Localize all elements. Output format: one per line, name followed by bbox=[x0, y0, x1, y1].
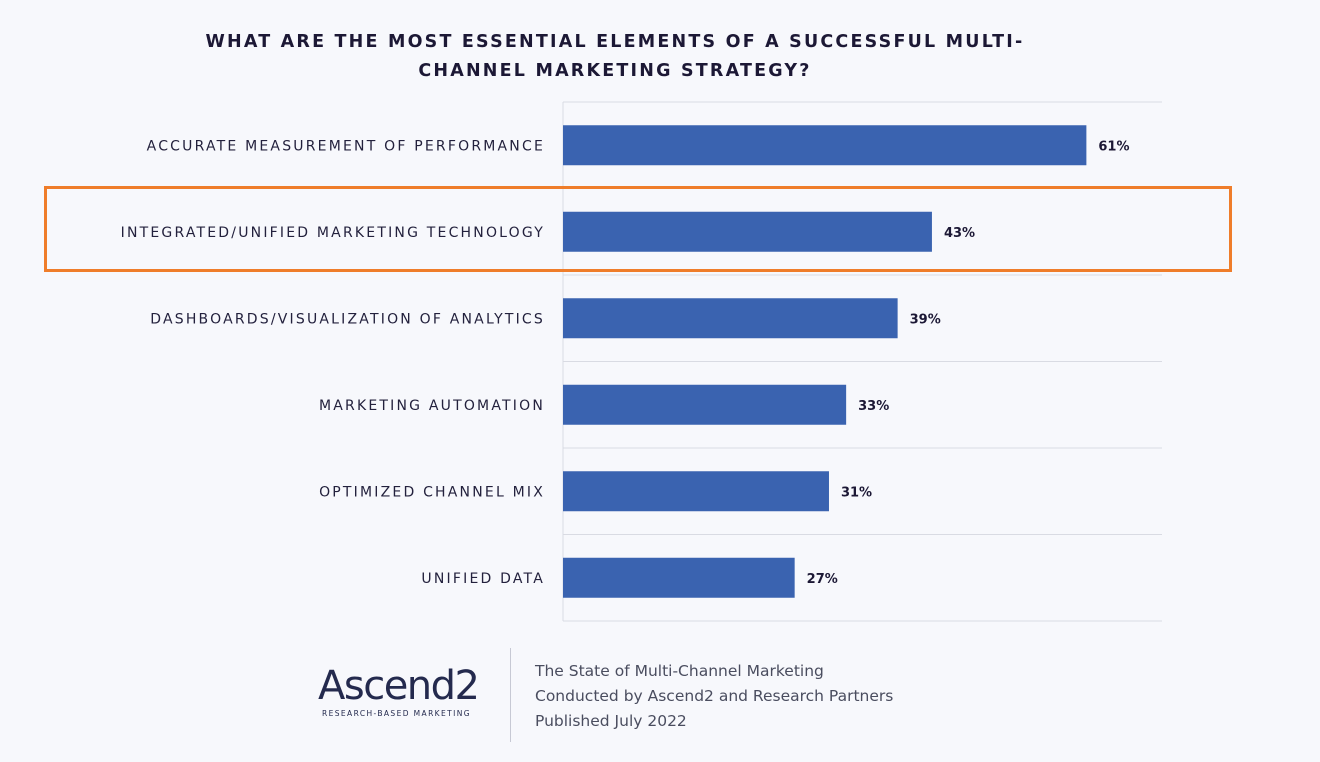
footer-conducted-by: Conducted by Ascend2 and Research Partne… bbox=[535, 687, 894, 705]
highlight-box bbox=[44, 186, 1232, 272]
footer-info: The State of Multi-Channel Marketing Con… bbox=[535, 659, 893, 734]
footer-report-title: The State of Multi-Channel Marketing bbox=[535, 662, 824, 680]
value-label-2: 43% bbox=[944, 226, 975, 241]
value-label-5: 31% bbox=[841, 485, 872, 500]
category-label-6: UNIFIED DATA bbox=[421, 571, 545, 587]
category-label-1: ACCURATE MEASUREMENT OF PERFORMANCE bbox=[147, 138, 545, 154]
bar-3 bbox=[563, 298, 898, 339]
category-label-3: DASHBOARDS/VISUALIZATION OF ANALYTICS bbox=[150, 311, 545, 327]
chart-title-line-1: WHAT ARE THE MOST ESSENTIAL ELEMENTS OF … bbox=[205, 32, 1025, 52]
value-label-4: 33% bbox=[858, 399, 889, 414]
chart-title-line-2: CHANNEL MARKETING STRATEGY? bbox=[418, 61, 812, 81]
bar-1 bbox=[563, 125, 1087, 166]
logo-name: Ascend2 bbox=[318, 663, 480, 709]
bar-chart: ACCURATE MEASUREMENT OF PERFORMANCE 61% IN… bbox=[121, 101, 1162, 622]
logo-tagline: RESEARCH-BASED MARKETING bbox=[322, 709, 471, 718]
category-label-5: OPTIMIZED CHANNEL MIX bbox=[319, 484, 545, 500]
ascend2-logo: Ascend2 RESEARCH-BASED MARKETING bbox=[318, 664, 490, 724]
bar-4 bbox=[563, 384, 847, 425]
footer-divider bbox=[510, 648, 511, 742]
category-label-2: INTEGRATED/UNIFIED MARKETING TECHNOLOGY bbox=[121, 225, 545, 241]
value-label-3: 39% bbox=[910, 312, 941, 327]
footer-published-date: Published July 2022 bbox=[535, 712, 687, 730]
value-label-6: 27% bbox=[807, 572, 838, 587]
value-label-1: 61% bbox=[1098, 139, 1129, 154]
category-label-4: MARKETING AUTOMATION bbox=[319, 398, 545, 414]
bar-6 bbox=[563, 557, 795, 598]
bar-5 bbox=[563, 471, 829, 512]
bar-2 bbox=[563, 211, 932, 252]
